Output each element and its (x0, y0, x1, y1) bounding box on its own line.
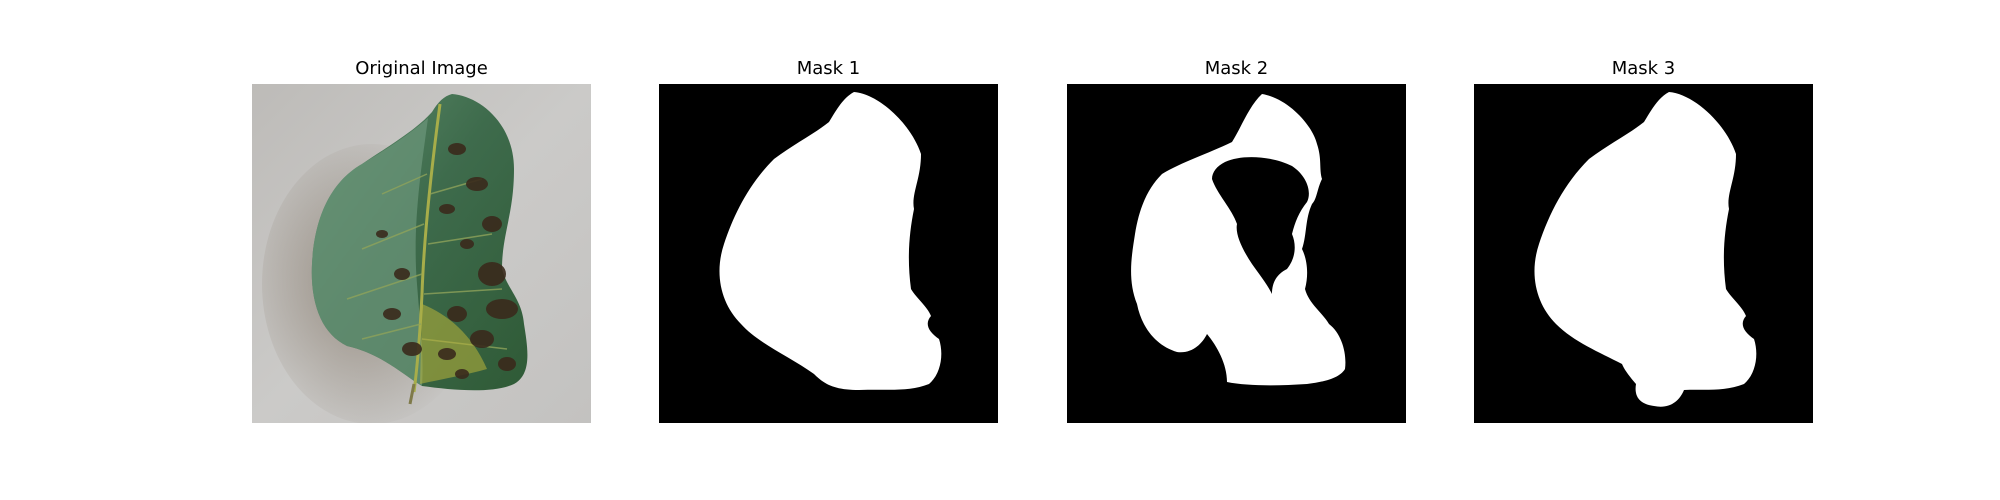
original-leaf-photo (252, 84, 591, 423)
mask-2-image (1067, 84, 1406, 423)
panel-title: Original Image (355, 58, 488, 79)
panel-title: Mask 3 (1611, 58, 1676, 79)
mask-3-image (1474, 84, 1813, 423)
panel-mask-3: Mask 3 (1474, 0, 1813, 500)
panel-title: Mask 2 (1204, 58, 1269, 79)
panel-mask-1: Mask 1 (659, 0, 998, 500)
mask-1-image (659, 84, 998, 423)
panel-original-image: Original Image (252, 0, 591, 500)
panel-mask-2: Mask 2 (1067, 0, 1406, 500)
panel-title: Mask 1 (796, 58, 861, 79)
